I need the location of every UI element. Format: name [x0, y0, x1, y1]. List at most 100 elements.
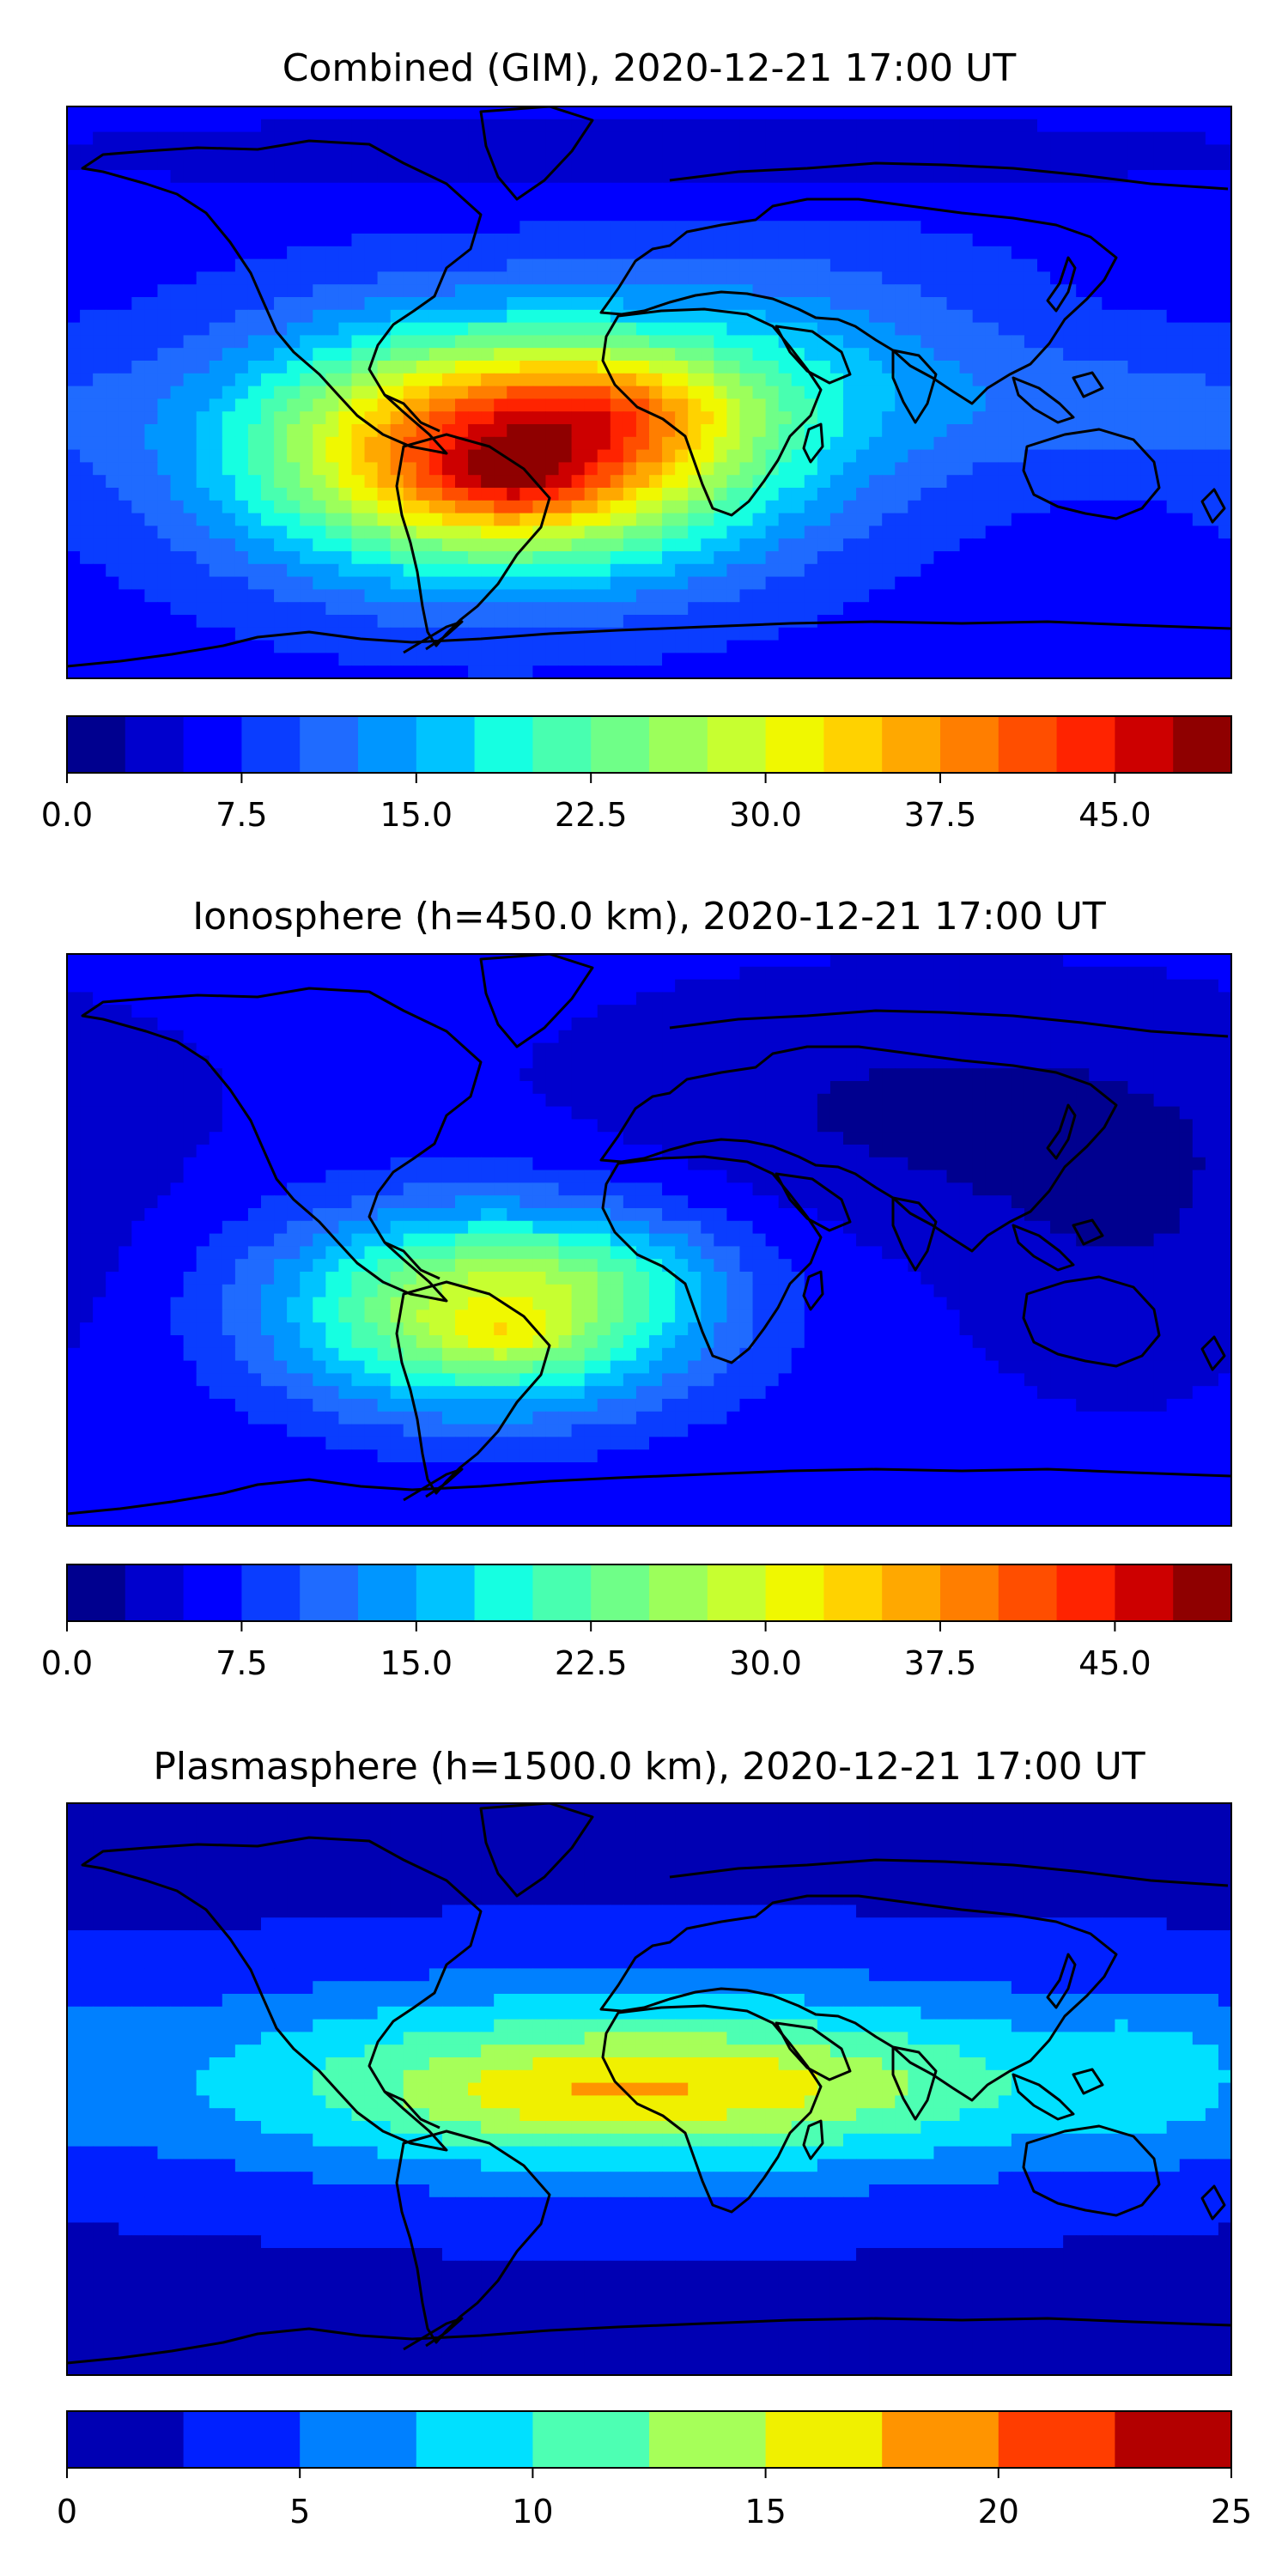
heatmap-cell — [688, 208, 702, 222]
heatmap-cell — [1218, 258, 1231, 272]
heatmap-cell — [558, 1030, 573, 1044]
heatmap-cell — [1127, 1005, 1142, 1018]
heatmap-cell — [933, 424, 948, 438]
heatmap-cell — [726, 131, 741, 145]
heatmap-cell — [635, 653, 650, 666]
heatmap-cell — [714, 615, 727, 629]
heatmap-cell — [455, 526, 469, 539]
heatmap-cell — [377, 966, 392, 981]
heatmap-cell — [597, 615, 611, 629]
heatmap-cell — [494, 1005, 507, 1018]
heatmap-cell — [118, 361, 132, 374]
heatmap-cell — [908, 449, 921, 463]
heatmap-cell — [1063, 297, 1077, 311]
heatmap-cell — [106, 1005, 119, 1018]
heatmap-cell — [183, 966, 197, 981]
heatmap-cell — [287, 208, 301, 222]
heatmap-cell — [118, 602, 132, 616]
heatmap-cell — [287, 640, 301, 653]
heatmap-cell — [908, 627, 921, 641]
heatmap-cell — [972, 615, 987, 629]
heatmap-cell — [584, 234, 598, 247]
heatmap-cell — [843, 1018, 857, 1031]
heatmap-cell — [752, 513, 767, 526]
heatmap-cell — [998, 1055, 1012, 1069]
heatmap-cell — [1024, 258, 1038, 272]
heatmap-cell — [623, 284, 637, 298]
heatmap-cell — [532, 449, 547, 463]
heatmap-cell — [649, 488, 663, 501]
heatmap-cell — [196, 208, 210, 222]
heatmap-cell — [675, 411, 689, 425]
heatmap-cell — [675, 449, 689, 463]
heatmap-cell — [481, 284, 495, 298]
heatmap-cell — [972, 131, 987, 145]
heatmap-cell — [791, 589, 805, 603]
heatmap-cell — [209, 170, 223, 184]
heatmap-cell — [144, 1068, 159, 1082]
heatmap-cell — [441, 513, 456, 526]
heatmap-cell — [507, 665, 520, 678]
heatmap-cell — [519, 1055, 533, 1069]
heatmap-cell — [287, 589, 301, 603]
heatmap-cell — [455, 208, 469, 222]
heatmap-cell — [817, 309, 831, 324]
heatmap-cell — [882, 488, 896, 501]
heatmap-cell — [1179, 627, 1194, 641]
heatmap-cell — [532, 563, 547, 578]
heatmap-cell — [532, 335, 547, 349]
heatmap-cell — [558, 665, 573, 678]
heatmap-cell — [183, 297, 197, 311]
heatmap-cell — [571, 424, 586, 438]
heatmap-cell — [1192, 979, 1206, 993]
heatmap-cell — [118, 513, 132, 526]
heatmap-cell — [946, 424, 961, 438]
heatmap-cell — [1089, 653, 1103, 666]
heatmap-cell — [933, 538, 948, 552]
heatmap-cell — [80, 170, 94, 184]
heatmap-cell — [908, 1030, 921, 1044]
heatmap-cell — [688, 615, 702, 629]
heatmap-cell — [1102, 271, 1115, 285]
heatmap-cell — [558, 1042, 573, 1056]
heatmap-cell — [739, 1005, 754, 1018]
heatmap-cell — [377, 411, 392, 425]
heatmap-cell — [778, 563, 793, 578]
heatmap-cell — [106, 335, 119, 349]
heatmap-cell — [882, 954, 896, 968]
heatmap-cell — [507, 589, 520, 603]
heatmap-cell — [183, 309, 197, 324]
heatmap-cell — [519, 361, 533, 374]
heatmap-cell — [635, 462, 650, 476]
heatmap-cell — [688, 488, 702, 501]
heatmap-cell — [739, 157, 754, 171]
heatmap-cell — [623, 576, 637, 590]
heatmap-cell — [234, 234, 249, 247]
heatmap-cell — [1115, 118, 1129, 133]
heatmap-cell — [507, 640, 520, 653]
heatmap-cell — [428, 157, 443, 171]
heatmap-cell — [1102, 221, 1115, 234]
heatmap-cell — [157, 246, 172, 260]
heatmap-cell — [222, 309, 236, 324]
heatmap-cell — [403, 271, 417, 285]
heatmap-cell — [300, 653, 313, 666]
heatmap-cell — [662, 208, 676, 222]
heatmap-cell — [959, 411, 974, 425]
heatmap-cell — [157, 538, 172, 552]
heatmap-cell — [856, 551, 870, 565]
heatmap-cell — [377, 615, 392, 629]
heatmap-cell — [93, 208, 106, 222]
heatmap-cell — [170, 992, 185, 1005]
heatmap-cell — [183, 475, 197, 489]
heatmap-cell — [338, 513, 353, 526]
heatmap-cell — [662, 361, 676, 374]
heatmap-cell — [1218, 309, 1231, 324]
heatmap-cell — [558, 373, 573, 387]
heatmap-cell — [985, 322, 999, 336]
heatmap-cell — [494, 144, 507, 158]
heatmap-cell — [1037, 195, 1051, 209]
heatmap-cell — [1153, 449, 1168, 463]
heatmap-cell — [1205, 258, 1219, 272]
heatmap-cell — [1037, 653, 1051, 666]
